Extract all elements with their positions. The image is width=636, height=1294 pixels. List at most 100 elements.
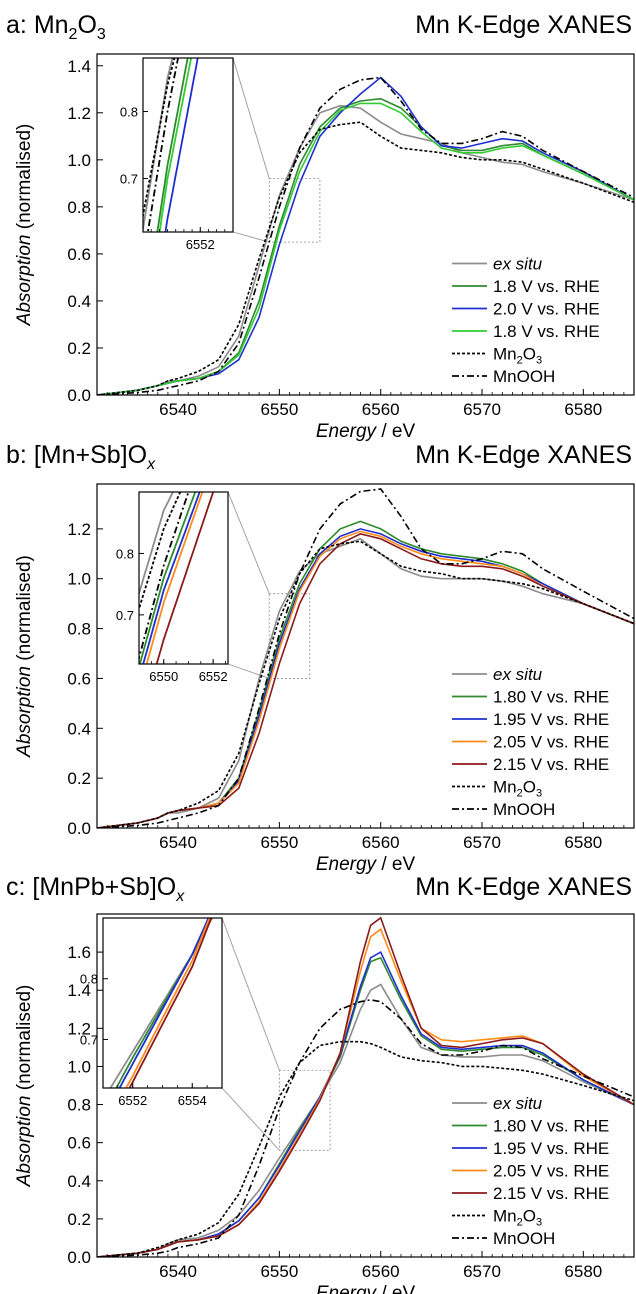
legend-text: 1.95 V vs. RHE xyxy=(493,1139,609,1158)
panel-label: b: xyxy=(6,441,27,469)
legend-text: 2.0 V vs. RHE xyxy=(493,300,600,319)
y-tick-label: 0.2 xyxy=(67,1210,91,1229)
inset-background xyxy=(143,58,233,232)
series-line-5 xyxy=(97,533,634,828)
legend-entry: ex situ xyxy=(493,665,543,684)
chart-panel-2: b: [Mn+Sb]Ox Mn K-Edge XANES 6540 6550 6560 6… xyxy=(6,441,635,875)
y-tick-label: 0.6 xyxy=(67,245,91,264)
x-tick-label: 6540 xyxy=(159,400,197,419)
legend-text: MnOOH xyxy=(493,1229,555,1248)
legend-entry: 2.05 V vs. RHE xyxy=(493,733,609,752)
title-main: [MnPb+Sb]O xyxy=(32,873,176,901)
inset-y-tick-label: 0.8 xyxy=(120,105,138,120)
y-axis-label: Absorption (normalised) xyxy=(14,555,35,758)
title-main: Mn xyxy=(34,11,69,39)
legend-entry: MnOOH xyxy=(493,1229,555,1248)
legend-text: 1.95 V vs. RHE xyxy=(493,710,609,729)
title-space xyxy=(27,441,34,469)
legend-entry: 1.8 V vs. RHE xyxy=(493,277,600,296)
y-tick-label: 1.0 xyxy=(67,570,91,589)
legend-text: 1.80 V vs. RHE xyxy=(493,1117,609,1136)
inset-series-line-2 xyxy=(139,492,197,664)
chart-panel-3: c: [MnPb+Sb]Ox Mn K-Edge XANES 6540 6550 656… xyxy=(6,873,635,1294)
y-axis-label: Absorption (normalised) xyxy=(14,985,35,1188)
y-tick-label: 0.6 xyxy=(67,669,91,688)
x-tick-label: 6580 xyxy=(564,833,602,852)
inset-frame xyxy=(142,57,234,233)
x-tick-label: 6560 xyxy=(362,400,400,419)
axes-frame xyxy=(96,913,635,1258)
x-tick-label: 6570 xyxy=(463,1262,501,1281)
x-tick-label: 6570 xyxy=(463,400,501,419)
y-label-rest: (normalised) xyxy=(14,985,35,1096)
y-tick-label: 0.0 xyxy=(67,386,91,405)
legend-text: ex situ xyxy=(493,665,543,684)
legend-text: 2.15 V vs. RHE xyxy=(493,755,609,774)
inset-series-line-5 xyxy=(128,918,213,1088)
inset-series-line-3 xyxy=(118,918,210,1088)
legend-text: 1.8 V vs. RHE xyxy=(493,277,600,296)
legend-entry: 1.95 V vs. RHE xyxy=(493,1139,609,1158)
y-tick-label: 1.0 xyxy=(67,1057,91,1076)
title-main: [Mn+Sb]O xyxy=(34,441,147,469)
legend-entry: Mn2O3 xyxy=(493,1207,542,1229)
axes-frame xyxy=(96,483,635,829)
legend-text: Mn xyxy=(493,1207,517,1226)
y-label-rest: (normalised) xyxy=(14,555,35,666)
legend-text: ex situ xyxy=(493,255,543,274)
title-space xyxy=(27,11,34,39)
legend-entry: MnOOH xyxy=(493,367,555,386)
series-line-4 xyxy=(97,102,634,395)
y-tick-label: 1.4 xyxy=(67,981,91,1000)
y-label-rest: (normalised) xyxy=(14,124,35,235)
legend-text: MnOOH xyxy=(493,800,555,819)
zoom-connector xyxy=(227,663,270,679)
inset-y-tick-label: 0.7 xyxy=(116,608,134,623)
series-line-6 xyxy=(97,76,634,395)
legend-text: O xyxy=(523,345,536,364)
inset-y-tick-label: 0.8 xyxy=(116,546,134,561)
inset-x-tick-label: 6552 xyxy=(199,669,228,684)
x-label-rest: / eV xyxy=(376,854,415,875)
y-tick-label: 1.2 xyxy=(67,104,91,123)
right-title: Mn K-Edge XANES xyxy=(415,873,632,901)
inset-y-tick-label: 0.7 xyxy=(80,1032,98,1047)
x-label-rest: / eV xyxy=(376,1283,415,1294)
title-sub: x xyxy=(175,888,185,905)
legend-entry: 2.15 V vs. RHE xyxy=(493,1184,609,1203)
legend-entry: ex situ xyxy=(493,255,543,274)
inset-y-tick-label: 0.8 xyxy=(80,972,98,987)
title-mid: O xyxy=(77,11,96,39)
x-axis-label: Energy / eV xyxy=(316,1283,416,1294)
inset-series-line-4 xyxy=(158,58,193,232)
legend-text: ex situ xyxy=(493,1094,543,1113)
y-axis-label: Absorption (normalised) xyxy=(14,124,35,327)
x-tick-label: 6570 xyxy=(463,833,501,852)
title-sub: 2 xyxy=(69,26,78,43)
inset-series-line-5 xyxy=(155,492,215,664)
inset-x-tick-label: 6550 xyxy=(149,669,178,684)
y-label-italic: Absorption xyxy=(14,666,35,758)
series-line-7 xyxy=(97,488,634,828)
y-tick-label: 0.8 xyxy=(67,1096,91,1115)
series-line-6 xyxy=(97,540,634,828)
inset-series-line-3 xyxy=(142,492,201,664)
zoom-connector xyxy=(221,1087,280,1151)
x-tick-label: 6580 xyxy=(564,1262,602,1281)
y-tick-label: 0.0 xyxy=(67,819,91,838)
inset-y-tick-label: 0.7 xyxy=(120,171,138,186)
legend-entry: 2.05 V vs. RHE xyxy=(493,1162,609,1181)
y-label-italic: Absorption xyxy=(14,235,35,327)
axes-frame xyxy=(96,53,635,396)
series-line-5 xyxy=(97,916,634,1257)
inset-series-line-2 xyxy=(115,918,211,1088)
legend-entry: MnOOH xyxy=(493,800,555,819)
legend-text: 2.05 V vs. RHE xyxy=(493,733,609,752)
inset-series-line-3 xyxy=(164,58,199,232)
x-tick-label: 6560 xyxy=(362,1262,400,1281)
y-tick-label: 0.2 xyxy=(67,769,91,788)
panel-title: c: [MnPb+Sb]Ox xyxy=(6,873,185,905)
legend-text: O xyxy=(523,778,536,797)
x-tick-label: 6540 xyxy=(159,833,197,852)
